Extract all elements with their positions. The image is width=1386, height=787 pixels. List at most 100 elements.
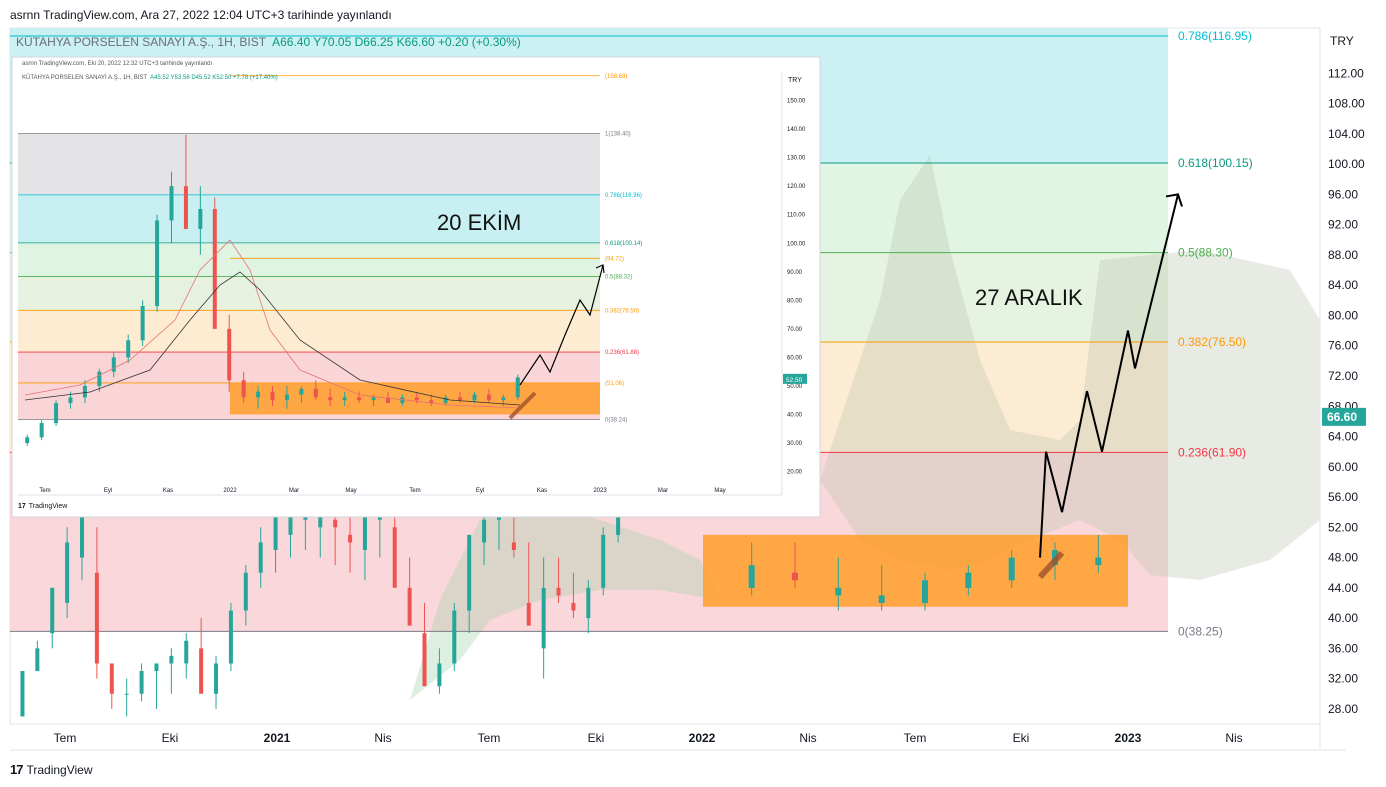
currency-label: TRY [1330,34,1354,48]
candle-body [39,423,44,438]
inset-y-tick-label: 80.00 [787,298,803,304]
x-tick-label: Eki [1013,731,1030,745]
candle-body [443,397,448,404]
inset-x-tick-label: 2023 [593,488,607,494]
candle-body [458,397,463,401]
candle-body [922,580,928,603]
y-tick-label: 96.00 [1328,187,1358,201]
candle-body [228,610,233,664]
fib-label: 0(38.25) [1178,624,1223,638]
fib-label: 0.786(116.95) [1178,29,1252,43]
inset-fib-label: (94.72) [605,256,624,262]
candle-body [65,542,70,603]
candle-body [422,633,427,687]
y-tick-label: 80.00 [1328,308,1358,322]
candle-body [50,587,55,634]
y-tick-label: 52.00 [1328,520,1358,534]
inset-x-tick-label: Tem [39,488,50,494]
inset-last-price-text: 52.50 [786,377,803,384]
y-tick-label: 44.00 [1328,581,1358,595]
candle-body [482,519,487,543]
candle-body [256,391,261,398]
annotation-20-ekim: 20 EKİM [437,210,521,235]
y-tick-label: 104.00 [1328,127,1365,141]
inset-fib-zone [18,194,600,243]
inset-ohlc-values: A45.52 Y53.56 D45.52 K52.50 +7.78 (+17.4… [150,75,278,81]
publish-info: asrnn TradingView.com, Ara 27, 2022 12:0… [10,8,392,22]
inset-projection-arrowhead [595,264,605,274]
inset-fib-label: 0.786(116.96) [605,193,642,199]
y-tick-label: 32.00 [1328,672,1358,686]
candle-body [184,640,189,664]
inset-symbol-name: KÜTAHYA PORSELEN SANAYİ A.Ş., 1H, BIST [22,75,148,81]
ohlc-values: A66.40 Y70.05 D66.25 K66.60 +0.20 (+0.30… [272,35,521,49]
fib-label: 0.382(76.50) [1178,335,1246,349]
candle-body [212,209,217,329]
y-tick-label: 100.00 [1328,157,1365,171]
fib-label: 0.236(61.90) [1178,445,1246,459]
inset-x-tick-label: Kas [537,488,547,494]
x-tick-label: Nis [374,731,391,745]
candle-body [126,340,131,358]
candle-body [501,397,506,401]
inset-y-tick-label: 100.00 [787,241,806,247]
ichimoku-cloud-lower [410,500,720,700]
fib-label: 0.5(88.30) [1178,246,1233,260]
candle-body [284,394,289,401]
candle-body [965,572,972,588]
candle-body [241,380,246,398]
candle-body [371,397,376,401]
inset-fib-label: 0.382(76.50) [605,308,639,314]
candle-body [342,397,347,401]
x-tick-label: 2023 [1115,731,1142,745]
inset-fib-zone [18,276,600,311]
projection-arrowhead [1165,193,1183,207]
tradingview-footer[interactable]: 17 TradingView [10,762,93,777]
candle-body [273,504,278,550]
x-tick-label: Tem [54,731,77,745]
candle-body [124,693,129,695]
candle-body [68,397,73,404]
candle-body [199,648,204,694]
inset-y-tick-label: 140.00 [787,127,806,133]
inset-fib-zone [18,310,600,353]
candle-body [748,565,755,588]
candle-body [154,663,159,672]
last-price-text: 66.60 [1327,410,1357,424]
inset-y-tick-label: 20.00 [787,470,803,476]
y-tick-label: 56.00 [1328,490,1358,504]
candle-body [541,587,546,649]
candle-body [348,534,353,543]
tv-logo-icon: 17 [10,762,24,777]
candle-body [835,587,842,596]
symbol-legend[interactable]: KÜTAHYA PORSELEN SANAYİ A.Ş., 1H, BIST A… [16,35,521,49]
inset-fib-label: 0.236(61.88) [605,350,639,356]
candle-body [414,397,419,401]
inset-ma-fast [24,239,521,409]
arrow-marker [1037,550,1065,580]
annotation-27-aralik: 27 ARALIK [975,285,1083,310]
candle-body [214,663,219,694]
candle-body [35,648,40,672]
projection-path [1039,194,1179,558]
x-tick-label: Nis [799,731,816,745]
candle-body [20,671,25,717]
candle-body [526,602,531,626]
inset-y-tick-label: 120.00 [787,184,806,190]
candle-body [54,403,59,424]
inset-fib-label: (51.06) [605,381,624,387]
candle-body [183,186,188,229]
inset-last-price-badge [783,373,807,384]
inset-currency-label: TRY [788,77,802,84]
candle-body [109,663,114,694]
candle-body [1008,557,1015,581]
symbol-name: KÜTAHYA PORSELEN SANAYİ A.Ş., 1H, BIST [16,35,267,49]
candle-body [227,328,232,381]
candle-body [586,587,591,619]
x-tick-label: 2022 [689,731,716,745]
candle-body [792,572,798,581]
fib-zone-top [10,28,1168,36]
candle-body [878,595,885,603]
candle-body [392,527,397,588]
